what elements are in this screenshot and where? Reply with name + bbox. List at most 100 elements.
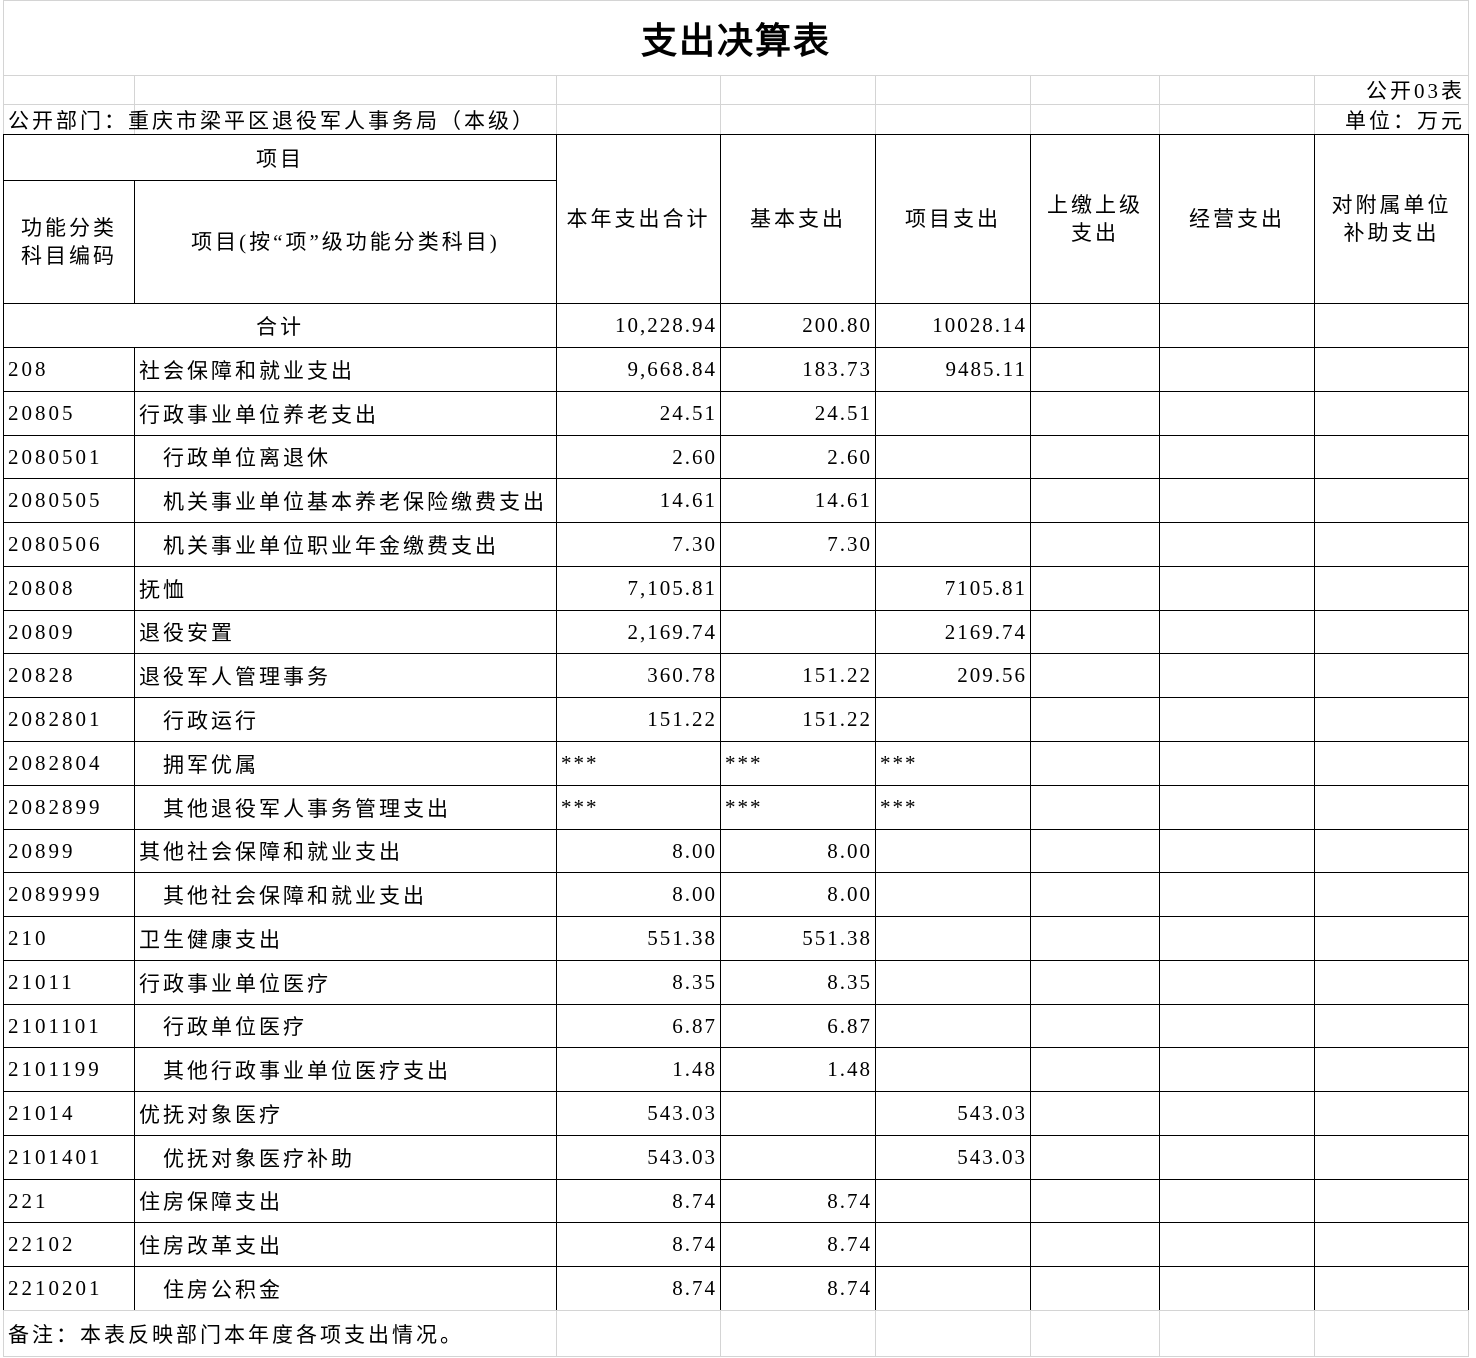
cell-text: 8.00 bbox=[827, 882, 872, 906]
row-name: 住房公积金 bbox=[134, 1266, 557, 1311]
row-value: 7.30 bbox=[720, 522, 876, 567]
row-value bbox=[1314, 435, 1469, 479]
row-value: 24.51 bbox=[720, 391, 876, 436]
row-value bbox=[1314, 1004, 1469, 1048]
row-value bbox=[1030, 610, 1160, 654]
row-value: 8.74 bbox=[720, 1222, 876, 1267]
cell-text: 200.80 bbox=[802, 313, 872, 337]
cell-text: 22102 bbox=[8, 1232, 76, 1256]
row-value bbox=[1159, 1091, 1315, 1136]
cell-text: 9485.11 bbox=[945, 357, 1027, 381]
form-number: 公开03表 bbox=[1314, 75, 1469, 105]
row-value bbox=[1030, 1179, 1160, 1223]
row-value: 1.48 bbox=[720, 1047, 876, 1092]
cell-text: 6.87 bbox=[827, 1013, 872, 1038]
grid-cell bbox=[1030, 1310, 1160, 1357]
cell-text: 10,228.94 bbox=[615, 313, 717, 337]
cell-text: 551.38 bbox=[647, 926, 717, 950]
row-value bbox=[1030, 1047, 1160, 1092]
row-value: *** bbox=[875, 785, 1031, 830]
row-value bbox=[1159, 916, 1315, 961]
row-value: 2169.74 bbox=[875, 610, 1031, 654]
row-value bbox=[1314, 522, 1469, 567]
cell-text: 208 bbox=[8, 357, 49, 381]
row-name: 优抚对象医疗补助 bbox=[134, 1135, 557, 1180]
cell-text: 本年支出合计 bbox=[566, 207, 711, 231]
row-value bbox=[1159, 391, 1315, 436]
row-value: 543.03 bbox=[875, 1091, 1031, 1136]
row-value: 8.35 bbox=[556, 960, 721, 1005]
row-name: 退役安置 bbox=[134, 610, 557, 654]
row-value bbox=[875, 872, 1031, 917]
row-name: 行政事业单位医疗 bbox=[134, 960, 557, 1005]
cell-text: 8.74 bbox=[672, 1276, 717, 1300]
row-value bbox=[1030, 522, 1160, 567]
row-name: 社会保障和就业支出 bbox=[134, 347, 557, 392]
row-value: 551.38 bbox=[720, 916, 876, 961]
row-code: 2101401 bbox=[3, 1135, 135, 1180]
cell-text: 2101101 bbox=[8, 1013, 102, 1038]
cell-text: 183.73 bbox=[802, 357, 872, 381]
cell-text: *** bbox=[561, 795, 599, 819]
row-value bbox=[1159, 610, 1315, 654]
cell-text: 2101199 bbox=[8, 1057, 102, 1081]
row-value bbox=[1030, 435, 1160, 479]
row-value bbox=[1159, 522, 1315, 567]
row-name: 其他行政事业单位医疗支出 bbox=[134, 1047, 557, 1092]
cell-text: 支出决算表 bbox=[640, 21, 831, 62]
row-value bbox=[1159, 1179, 1315, 1223]
row-value: 14.61 bbox=[556, 478, 721, 523]
row-code: 2082801 bbox=[3, 697, 135, 742]
row-value bbox=[1314, 785, 1469, 830]
row-value bbox=[1159, 1004, 1315, 1048]
cell-text: 其他退役军人事务管理支出 bbox=[163, 796, 451, 821]
row-value: 7.30 bbox=[556, 522, 721, 567]
cell-text: 7,105.81 bbox=[627, 576, 717, 600]
row-value bbox=[1030, 960, 1160, 1005]
cell-text: 2080505 bbox=[8, 488, 103, 512]
cell-text: 科目编码 bbox=[21, 244, 117, 268]
row-code: 20808 bbox=[3, 566, 135, 611]
cell-text: 10028.14 bbox=[932, 313, 1027, 337]
grid-cell bbox=[1314, 1310, 1469, 1357]
cell-text: *** bbox=[561, 751, 599, 775]
row-value: 151.22 bbox=[720, 653, 876, 698]
cell-text: 行政运行 bbox=[163, 708, 259, 733]
cell-text: 7.30 bbox=[827, 532, 872, 556]
header-name: 项目(按“项”级功能分类科目) bbox=[134, 180, 557, 304]
row-value bbox=[1159, 872, 1315, 917]
row-value bbox=[1314, 391, 1469, 436]
grid-cell bbox=[1159, 104, 1315, 135]
grid-cell bbox=[556, 1310, 721, 1357]
total-value bbox=[1159, 303, 1315, 348]
cell-text: 221 bbox=[8, 1188, 49, 1213]
cell-text: 2210201 bbox=[8, 1276, 103, 1300]
cell-text: 8.74 bbox=[827, 1276, 872, 1300]
row-value bbox=[1030, 872, 1160, 917]
row-value bbox=[1030, 916, 1160, 961]
cell-text: 360.78 bbox=[647, 663, 717, 687]
row-value bbox=[1030, 1222, 1160, 1267]
total-value: 200.80 bbox=[720, 303, 876, 348]
row-value: 9,668.84 bbox=[556, 347, 721, 392]
row-value: 24.51 bbox=[556, 391, 721, 436]
cell-text: 合计 bbox=[256, 314, 304, 339]
row-value bbox=[875, 829, 1031, 873]
row-value bbox=[1314, 653, 1469, 698]
row-value bbox=[1159, 1047, 1315, 1092]
header-column: 上缴上级 支出 bbox=[1030, 134, 1160, 304]
cell-text: 20899 bbox=[8, 838, 76, 863]
row-value bbox=[875, 391, 1031, 436]
row-value bbox=[1159, 960, 1315, 1005]
cell-text: 机关事业单位基本养老保险缴费支出 bbox=[163, 489, 547, 514]
row-value: 8.00 bbox=[556, 872, 721, 917]
row-value bbox=[1159, 697, 1315, 742]
cell-text: 210 bbox=[8, 926, 49, 950]
cell-text: 行政事业单位养老支出 bbox=[139, 402, 379, 427]
cell-text: 项目 bbox=[256, 146, 304, 171]
row-value bbox=[1030, 347, 1160, 392]
row-value bbox=[875, 1266, 1031, 1311]
note: 备注：本表反映部门本年度各项支出情况。 bbox=[3, 1310, 557, 1357]
row-value bbox=[1159, 347, 1315, 392]
row-value: 8.74 bbox=[556, 1222, 721, 1267]
